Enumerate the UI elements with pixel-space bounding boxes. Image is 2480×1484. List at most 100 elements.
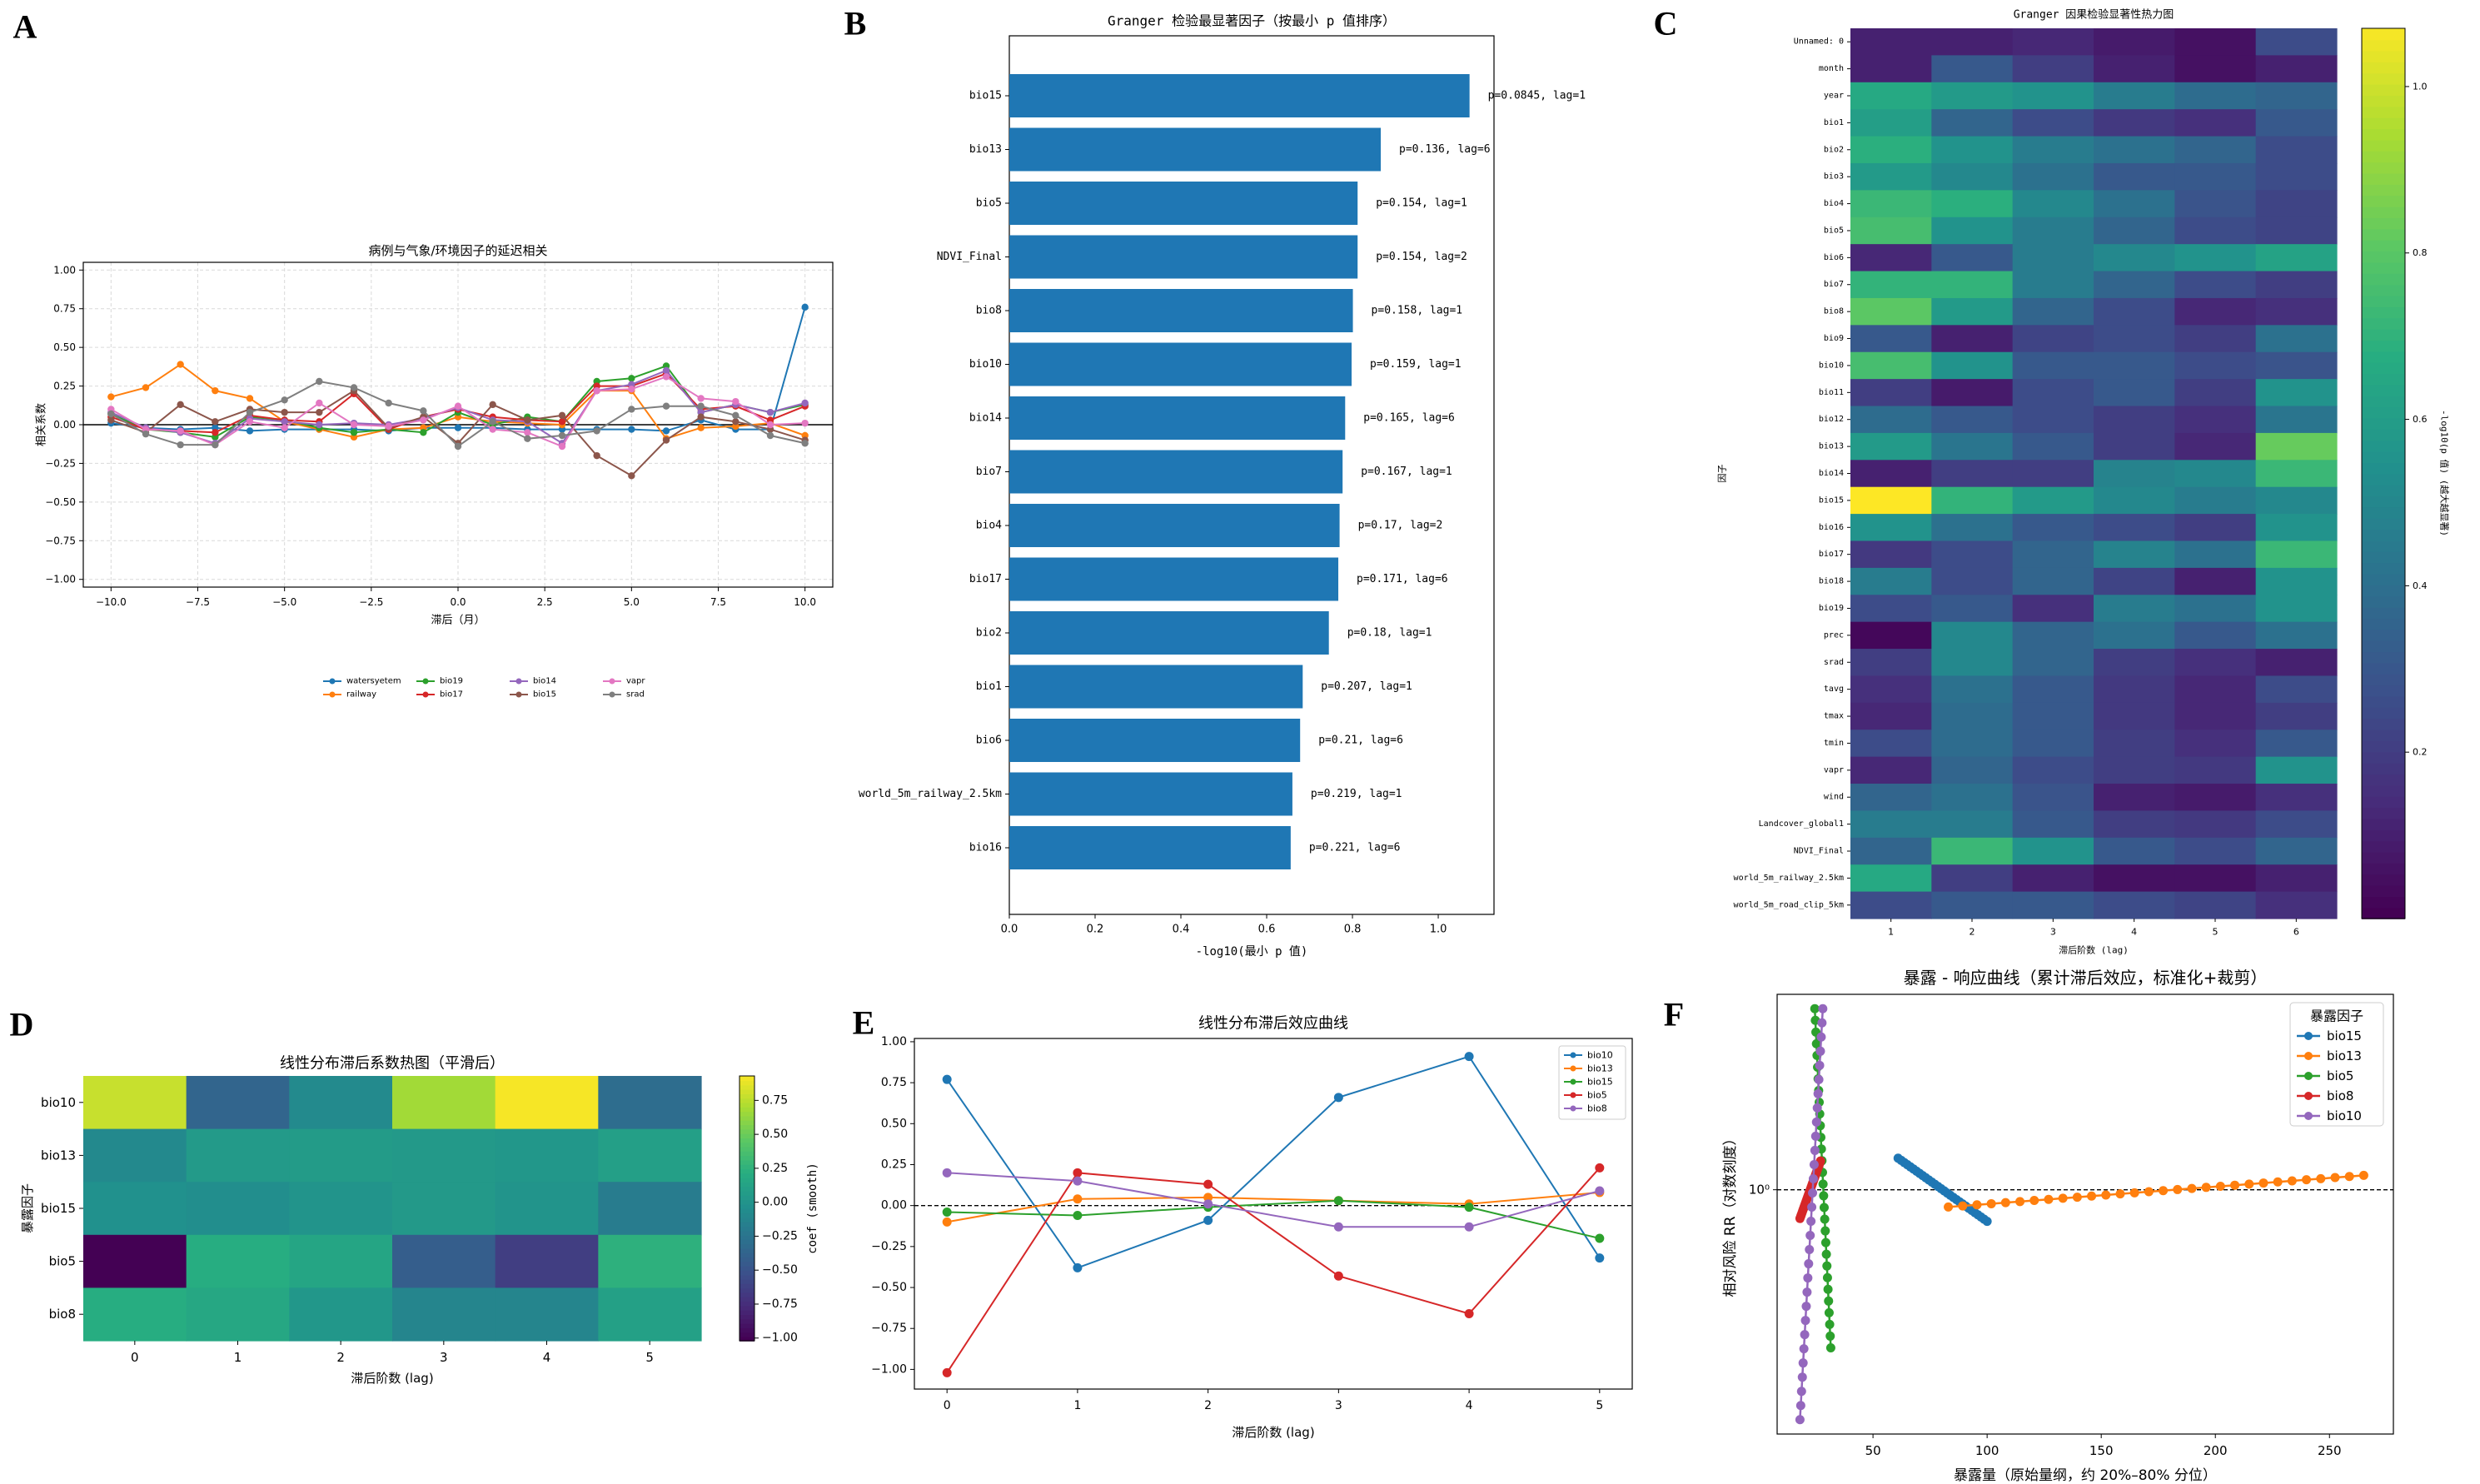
heat-cell: [2174, 756, 2257, 784]
heat-cell: [2255, 756, 2338, 784]
heat-cell: [1850, 837, 1932, 865]
data-point: [524, 416, 531, 424]
colorbar-cell: [2362, 874, 2405, 886]
data-point: [1203, 1199, 1213, 1209]
heat-cell: [2174, 837, 2257, 865]
x-tick-label: 0.8: [1344, 924, 1362, 936]
colorbar-cell: [740, 1182, 754, 1188]
colorbar-cell: [2362, 685, 2405, 697]
legend-marker: [1570, 1105, 1576, 1112]
heat-cell: [1850, 82, 1932, 110]
colorbar-cell: [740, 1221, 754, 1227]
data-point: [1818, 1179, 1828, 1189]
heat-cell: [83, 1182, 187, 1236]
heat-cell: [2012, 649, 2094, 677]
x-tick-label: 3: [2050, 927, 2056, 938]
colorbar-cell: [2362, 351, 2405, 363]
y-tick-label: bio7: [1824, 280, 1844, 289]
x-tick-label: 5.0: [624, 596, 640, 608]
data-point: [766, 421, 774, 429]
legend-label-vapr: vapr: [626, 677, 645, 686]
heat-cell: [1850, 162, 1932, 191]
data-point: [1808, 1173, 1818, 1183]
data-point: [1800, 1330, 1810, 1340]
heat-cell: [2255, 567, 2338, 595]
heat-cell: [2255, 379, 2338, 407]
data-point: [697, 395, 705, 402]
colorbar-cell: [2362, 484, 2405, 497]
data-point: [420, 416, 427, 424]
legend-label-bio15: bio15: [533, 690, 556, 700]
colorbar-cell: [2362, 417, 2405, 430]
data-point: [1802, 1287, 1812, 1297]
legend-label-bio13: bio13: [2327, 1048, 2362, 1063]
colorbar-cell: [2362, 551, 2405, 564]
heat-cell: [2094, 136, 2175, 164]
heat-cell: [2174, 271, 2257, 299]
data-point: [942, 1074, 952, 1084]
heat-cell: [1931, 109, 2014, 137]
data-point: [697, 402, 705, 410]
colorbar-tick-label: −1.00: [762, 1332, 798, 1345]
colorbar-cell: [2362, 707, 2405, 720]
heat-cell: [2012, 514, 2094, 542]
heat-cell: [1931, 649, 2014, 677]
data-point: [1822, 1261, 1832, 1271]
data-point: [2058, 1193, 2068, 1203]
x-tick-label: −5.0: [272, 596, 296, 608]
heat-cell: [2094, 379, 2175, 407]
colorbar-cell: [2362, 306, 2405, 319]
heat-cell: [2094, 864, 2175, 893]
colorbar-cell: [2362, 139, 2405, 152]
chart-title: 线性分布滞后系数热图（平滑后）: [280, 1055, 505, 1073]
data-point: [2187, 1183, 2197, 1193]
colorbar-cell: [740, 1076, 754, 1082]
x-tick-label: 2: [336, 1350, 345, 1365]
data-point: [1203, 1193, 1213, 1203]
bar-bio14: [1009, 396, 1346, 440]
colorbar-cell: [740, 1203, 754, 1209]
colorbar-cell: [2362, 384, 2405, 396]
x-tick-label: 0: [944, 1399, 951, 1412]
colorbar-tick-label: 0.25: [762, 1162, 788, 1175]
y-tick-label: tmax: [1824, 712, 1844, 721]
y-tick-label: month: [1819, 64, 1844, 73]
heat-cell: [2012, 109, 2094, 137]
colorbar-cell: [2362, 606, 2405, 620]
data-point: [1811, 1117, 1821, 1127]
colorbar-cell: [2362, 907, 2405, 919]
data-point: [2129, 1188, 2139, 1198]
legend-marker: [2304, 1092, 2313, 1100]
x-tick-label: 1.0: [1430, 924, 1447, 936]
colorbar-cell: [2362, 585, 2405, 597]
heat-cell: [2012, 379, 2094, 407]
colorbar-cell: [2362, 172, 2405, 185]
x-axis-label: 滞后阶数 (lag): [2059, 944, 2129, 956]
legend-label-bio8: bio8: [2327, 1088, 2353, 1103]
heat-cell: [1850, 325, 1932, 353]
heat-cell: [2255, 810, 2338, 839]
heat-cell: [2255, 514, 2338, 542]
legend-label-srad: srad: [626, 690, 645, 700]
x-tick-label: 7.5: [710, 596, 726, 608]
data-point: [628, 426, 635, 433]
heat-cell: [2094, 351, 2175, 380]
colorbar-tick-label: 0.4: [2413, 580, 2428, 591]
colorbar-cell: [2362, 740, 2405, 753]
x-tick-label: 1: [234, 1350, 242, 1365]
heat-cell: [2255, 162, 2338, 191]
data-point: [942, 1367, 952, 1377]
heat-cell: [2174, 28, 2257, 56]
panel-f: 50 100 150 200 250 10⁰ 暴露 - 响应曲线（累计滞后效应，标准化+裁剪…: [1722, 968, 2394, 1484]
colorbar-cell: [2362, 774, 2405, 786]
heat-cell: [392, 1128, 496, 1183]
data-point: [662, 373, 670, 381]
colorbar-cell: [2362, 695, 2405, 708]
colorbar-cell: [740, 1168, 754, 1174]
x-tick-label: 0.0: [450, 596, 466, 608]
heat-cell: [2255, 28, 2338, 56]
colorbar-tick-label: 0.6: [2413, 414, 2428, 425]
y-tick-label: bio2: [1824, 145, 1844, 154]
y-tick-label: bio12: [1819, 415, 1844, 424]
heat-cell: [1850, 730, 1932, 758]
